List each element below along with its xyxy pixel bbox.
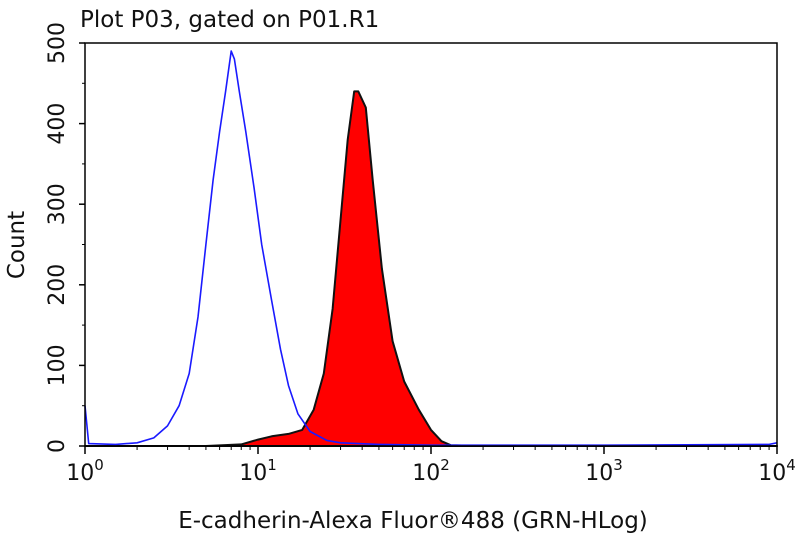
y-tick-label: 400 [45, 103, 70, 145]
plot-area [84, 50, 778, 447]
series-1-filled-area [84, 90, 778, 447]
x-axis: 100 101 102 103 104 [66, 446, 796, 486]
x-tick-label: 101 [239, 456, 277, 486]
y-tick-label: 100 [45, 344, 70, 386]
x-tick-label: 103 [585, 456, 623, 486]
x-axis-title: E-cadherin-Alexa Fluor®488 (GRN-HLog) [178, 508, 648, 534]
chart-title: Plot P03, gated on P01.R1 [80, 7, 379, 33]
x-tick-label: 104 [758, 456, 796, 486]
y-axis-title: Count [4, 211, 30, 279]
x-tick-label: 100 [66, 456, 104, 486]
y-tick-label: 300 [45, 183, 70, 225]
y-tick-label: 200 [45, 264, 70, 306]
series-0-line [84, 50, 778, 446]
plot-frame [84, 42, 778, 447]
y-tick-label: 500 [45, 22, 70, 64]
y-tick-label: 0 [45, 439, 70, 453]
x-tick-label: 102 [412, 456, 450, 486]
y-axis: 0 100 200 300 400 500 [45, 22, 85, 453]
